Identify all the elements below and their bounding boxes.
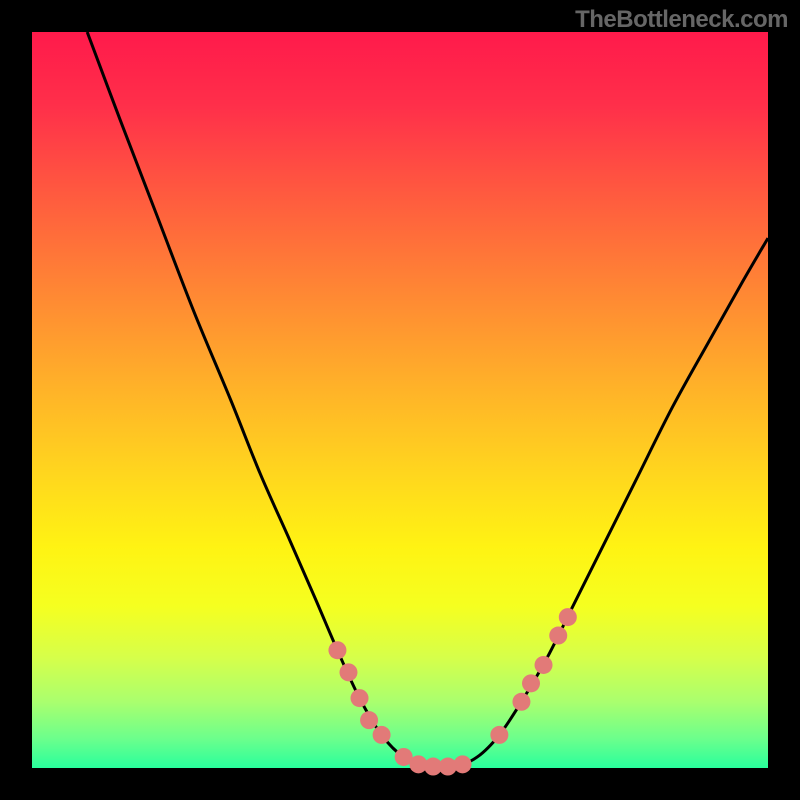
plot-background (32, 32, 768, 768)
watermark-text: TheBottleneck.com (575, 6, 788, 34)
chart-container: TheBottleneck.com (0, 0, 800, 800)
data-marker (549, 627, 567, 645)
data-marker (351, 689, 369, 707)
data-marker (454, 755, 472, 773)
data-marker (339, 663, 357, 681)
data-marker (559, 608, 577, 626)
data-marker (373, 726, 391, 744)
data-marker (535, 656, 553, 674)
data-marker (490, 726, 508, 744)
chart-svg (0, 0, 800, 800)
data-marker (328, 641, 346, 659)
data-marker (360, 711, 378, 729)
data-marker (522, 674, 540, 692)
data-marker (512, 693, 530, 711)
